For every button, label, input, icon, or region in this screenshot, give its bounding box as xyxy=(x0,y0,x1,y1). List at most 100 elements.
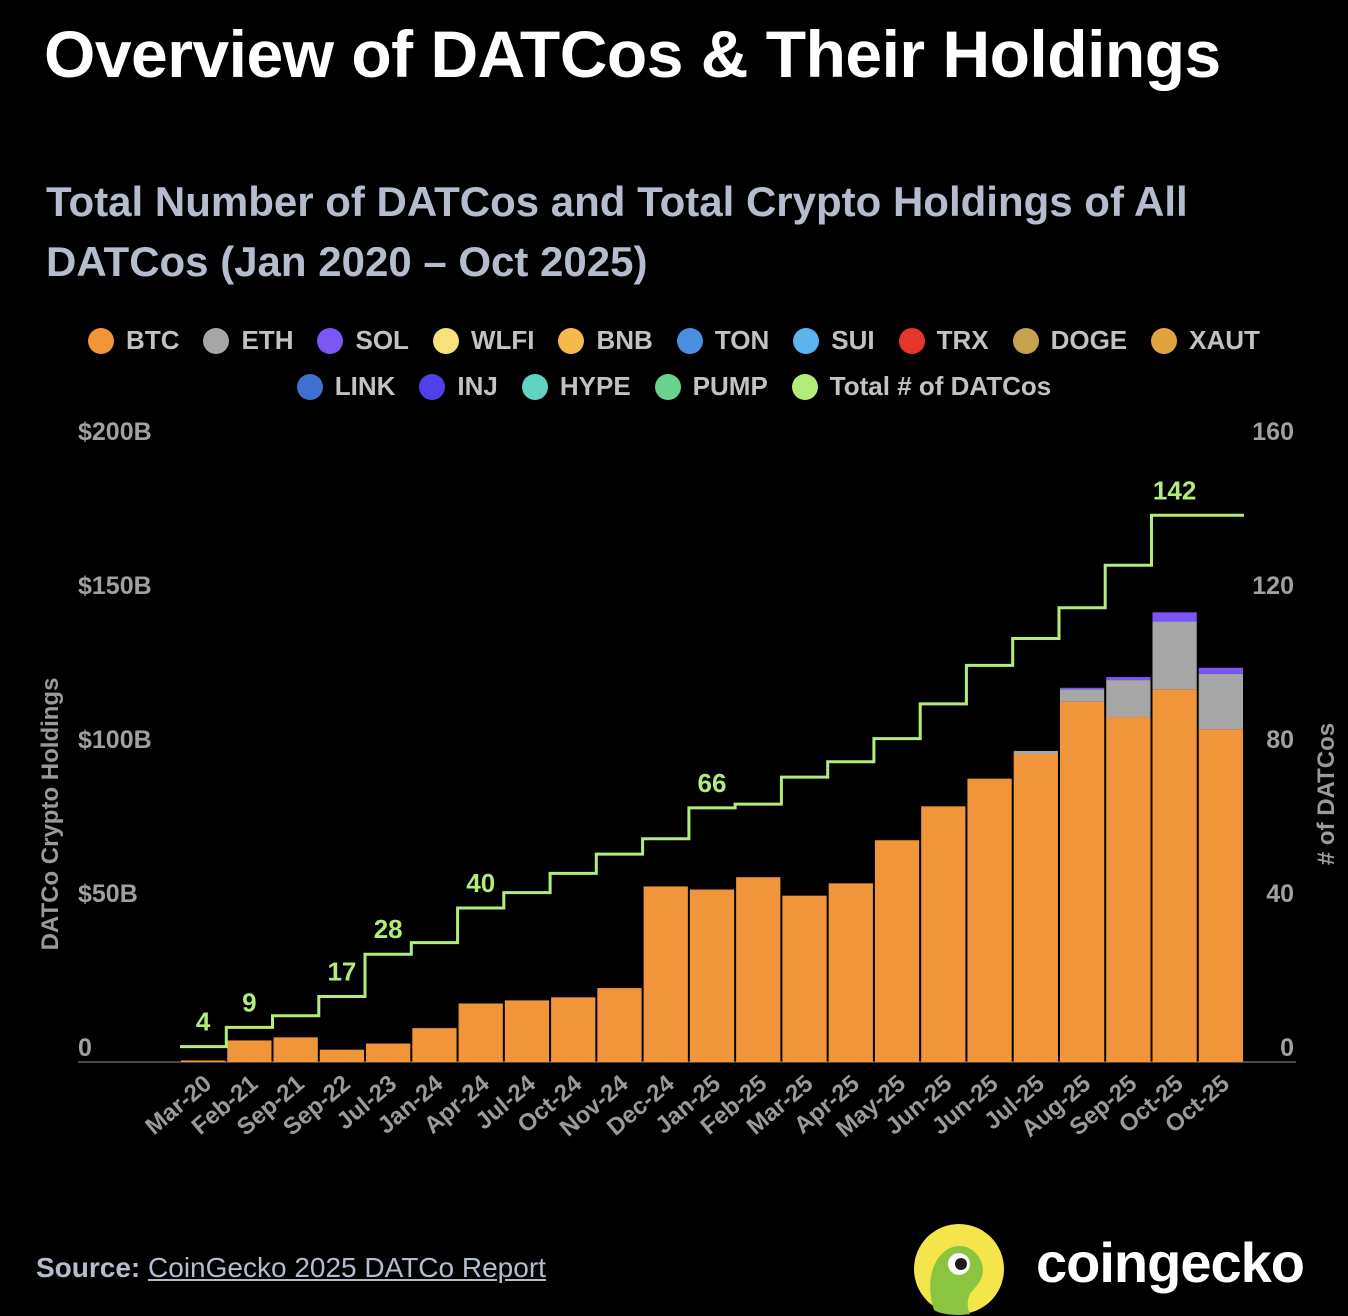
legend-swatch-icon xyxy=(558,327,585,354)
legend-label: BTC xyxy=(126,325,180,355)
bar-others-19 xyxy=(1059,687,1105,690)
legend-item-wlfi[interactable]: WLFI xyxy=(432,325,535,356)
bar-btc-1 xyxy=(227,1040,272,1062)
brand-name: coingecko xyxy=(1036,1231,1305,1294)
legend-item-pump[interactable]: PUMP xyxy=(654,371,768,402)
y-tick-label: $50B xyxy=(78,880,138,908)
y-tick-label: $200B xyxy=(78,420,152,446)
legend-swatch-icon xyxy=(419,373,446,400)
bar-btc-3 xyxy=(319,1049,365,1062)
legend-item-inj[interactable]: INJ xyxy=(419,371,498,402)
bar-btc-17 xyxy=(967,778,1012,1062)
source-note: Source: CoinGecko 2025 DATCo Report xyxy=(36,1252,546,1284)
legend-label: INJ xyxy=(457,371,498,401)
legend-label: HYPE xyxy=(559,371,631,401)
source-label: Source: xyxy=(36,1252,141,1283)
bar-btc-5 xyxy=(412,1028,457,1062)
bar-btc-4 xyxy=(366,1043,411,1062)
y2-axis-title: # of DATCos xyxy=(1313,723,1340,865)
legend-swatch-icon xyxy=(203,327,230,354)
data-label-datcos: 66 xyxy=(698,768,727,798)
source-link[interactable]: CoinGecko 2025 DATCo Report xyxy=(148,1252,546,1283)
legend-item-bnb[interactable]: BNB xyxy=(558,325,653,356)
bar-btc-0 xyxy=(181,1060,226,1062)
coingecko-brand[interactable]: coingecko xyxy=(912,1222,1342,1316)
y-axis-title: DATCo Crypto Holdings xyxy=(37,678,64,951)
coingecko-logo-icon xyxy=(914,1224,1004,1315)
legend-row-1: BTC ETH SOL WLFI BNB TON SUI TRX DOGE XAUT xyxy=(0,325,1348,356)
y2-tick-label: 160 xyxy=(1252,420,1294,446)
legend-label: XAUT xyxy=(1189,325,1260,355)
legend-row-2: LINK INJ HYPE PUMP Total # of DATCos xyxy=(0,371,1348,402)
legend-item-total-of-datcos[interactable]: Total # of DATCos xyxy=(791,371,1052,402)
legend-swatch-icon xyxy=(791,373,818,400)
data-label-datcos: 17 xyxy=(327,957,356,987)
legend-label: SUI xyxy=(831,325,875,355)
legend-label: SOL xyxy=(355,325,409,355)
bar-btc-16 xyxy=(921,806,966,1062)
legend-label: TON xyxy=(714,325,770,355)
page-title: Overview of DATCos & Their Holdings xyxy=(44,17,1221,91)
bar-btc-13 xyxy=(782,895,827,1062)
bar-eth-19 xyxy=(1059,689,1105,702)
legend-item-xaut[interactable]: XAUT xyxy=(1151,325,1260,356)
legend-item-btc[interactable]: BTC xyxy=(88,325,179,356)
legend-swatch-icon xyxy=(521,373,548,400)
legend-swatch-icon xyxy=(432,327,459,354)
legend-label: Total # of DATCos xyxy=(829,371,1052,401)
legend-swatch-icon xyxy=(898,327,925,354)
y2-tick-label: 80 xyxy=(1266,726,1294,754)
bar-eth-20 xyxy=(1106,680,1151,718)
legend-item-trx[interactable]: TRX xyxy=(898,325,989,356)
bar-btc-9 xyxy=(597,988,642,1062)
legend-item-ton[interactable]: TON xyxy=(676,325,770,356)
legend-swatch-icon xyxy=(1012,327,1039,354)
bar-btc-22 xyxy=(1198,729,1243,1062)
data-label-datcos: 40 xyxy=(466,868,495,898)
data-label-datcos: 9 xyxy=(242,987,256,1017)
bar-btc-7 xyxy=(504,1000,550,1062)
bar-btc-15 xyxy=(874,840,920,1062)
legend-swatch-icon xyxy=(793,327,820,354)
data-label-datcos: 4 xyxy=(196,1007,211,1037)
legend-item-link[interactable]: LINK xyxy=(296,371,396,402)
legend-item-sui[interactable]: SUI xyxy=(793,325,875,356)
legend-swatch-icon xyxy=(654,373,681,400)
legend-swatch-icon xyxy=(676,327,703,354)
bar-btc-11 xyxy=(689,889,735,1062)
y2-tick-label: 0 xyxy=(1280,1034,1294,1062)
series-line-total-datcos xyxy=(180,513,1244,1049)
legend-swatch-icon xyxy=(296,373,323,400)
chart-subtitle: Total Number of DATCos and Total Crypto … xyxy=(46,178,1188,285)
legend-label: WLFI xyxy=(470,325,535,355)
data-label-datcos: 142 xyxy=(1153,475,1196,505)
bar-btc-10 xyxy=(643,886,688,1062)
bar-others-20 xyxy=(1106,677,1151,681)
legend-item-eth[interactable]: ETH xyxy=(203,325,293,356)
data-label-datcos: 28 xyxy=(374,914,403,944)
y2-tick-label: 120 xyxy=(1252,572,1294,600)
bar-btc-6 xyxy=(458,1003,503,1062)
bar-btc-12 xyxy=(736,877,781,1062)
y-tick-label: $100B xyxy=(78,726,152,754)
y2-tick-label: 40 xyxy=(1266,880,1294,908)
legend-swatch-icon xyxy=(1151,327,1178,354)
bar-btc-21 xyxy=(1152,689,1197,1062)
legend-item-hype[interactable]: HYPE xyxy=(521,371,631,402)
y-tick-label: $150B xyxy=(78,572,152,600)
legend-label: ETH xyxy=(241,325,294,355)
bar-btc-14 xyxy=(828,883,873,1062)
bar-eth-22 xyxy=(1198,673,1243,730)
legend-swatch-icon xyxy=(88,327,115,354)
legend-swatch-icon xyxy=(317,327,344,354)
bar-eth-18 xyxy=(1013,750,1058,754)
legend-label: LINK xyxy=(334,371,396,401)
legend-label: PUMP xyxy=(692,371,768,401)
bar-btc-19 xyxy=(1059,701,1105,1062)
bar-eth-21 xyxy=(1152,621,1197,690)
legend-item-sol[interactable]: SOL xyxy=(317,325,409,356)
legend-label: BNB xyxy=(596,325,653,355)
bar-btc-18 xyxy=(1013,754,1058,1062)
legend-label: DOGE xyxy=(1050,325,1128,355)
legend-item-doge[interactable]: DOGE xyxy=(1012,325,1128,356)
